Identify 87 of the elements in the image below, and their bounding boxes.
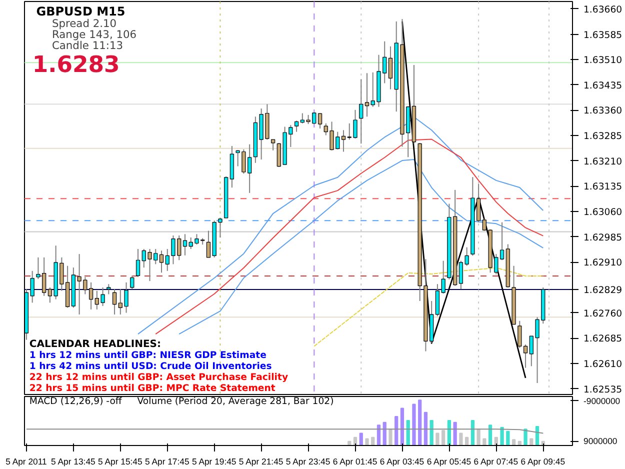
bar: [376, 424, 381, 446]
bar: [506, 430, 510, 446]
candlestick: [359, 78, 364, 144]
bar: [394, 416, 398, 446]
candlestick: [206, 230, 211, 258]
candlestick: [518, 320, 522, 348]
x-tick-label: 5 Apr 13:45: [51, 456, 96, 466]
bar: [524, 428, 528, 446]
y-tick-label: 1.62760: [584, 308, 622, 320]
bar: [406, 420, 410, 446]
bar: [418, 400, 422, 446]
line-series: [178, 159, 544, 335]
annotation: MACD (12,26,9) -off: [29, 396, 122, 408]
candlestick: [294, 120, 299, 132]
x-tick-label: 6 Apr 07:45: [474, 456, 518, 466]
y-tick-label: 1.63435: [584, 80, 622, 92]
x-tick-label: 5 Apr 15:45: [98, 456, 142, 466]
annotation: Candle 11:13: [52, 39, 124, 52]
candlestick: [364, 72, 370, 118]
bar: [388, 428, 392, 446]
candlestick: [182, 234, 188, 256]
candlestick: [388, 46, 393, 90]
bar: [476, 428, 480, 446]
x-tick-label: 6 Apr 01:45: [332, 456, 378, 466]
y-tick-label: 1.62910: [584, 258, 622, 269]
x-tick-label: 6 Apr 09:45: [520, 456, 566, 466]
y-tick-label: 1.63510: [584, 55, 622, 66]
candlestick: [159, 250, 164, 274]
y-tick-label: 1.62610: [584, 358, 622, 370]
x-tick-label: 5 Apr 21:45: [238, 456, 284, 466]
annotation: Spread 2.10: [52, 17, 117, 30]
candlestick: [112, 288, 117, 315]
bar: [400, 408, 404, 446]
y-tick-label: 1.63585: [584, 30, 622, 41]
annotation: GBPUSD M15: [36, 4, 126, 18]
text: -9000000: [584, 396, 620, 406]
bar: [512, 439, 516, 446]
y-tick-label: 1.63135: [584, 182, 622, 193]
bar: [447, 420, 452, 446]
candlestick: [341, 130, 346, 152]
candlestick: [270, 139, 276, 151]
candlestick: [318, 112, 322, 129]
bar: [530, 438, 534, 446]
bar: [482, 438, 486, 446]
annotation: 22 hrs 15 mins until GBP: MPC Rate Statement: [29, 383, 276, 394]
bar: [365, 438, 369, 446]
y-tick-label: 1.62829: [584, 284, 622, 296]
y-tick-label: 1.63060: [584, 207, 622, 218]
text: 9000000: [584, 436, 618, 446]
annotation: 1.6283: [32, 52, 120, 78]
bar: [371, 436, 375, 446]
candlestick: [130, 275, 134, 290]
bar: [412, 404, 416, 446]
annotation: CALENDAR HEADLINES:: [29, 339, 162, 350]
x-tick-label: 5 Apr 19:45: [192, 456, 236, 466]
bar: [430, 420, 434, 446]
y-tick-label: 1.63660: [584, 4, 622, 16]
annotation: Volume (Period 20, Average 281, Bar 102): [137, 396, 334, 408]
y-tick-label: 1.63360: [584, 106, 622, 117]
y-tick-label: 1.62535: [584, 384, 622, 396]
y-tick-label: 1.62985: [584, 232, 622, 244]
x-tick-label: 5 Apr 23:45: [286, 456, 330, 466]
x-tick-label: 6 Apr 05:45: [426, 456, 472, 466]
bar: [464, 436, 469, 446]
y-tick-label: 1.62685: [584, 334, 622, 345]
bar: [535, 426, 540, 446]
candlestick: [136, 248, 140, 278]
x-tick-label: 6 Apr 03:45: [380, 456, 424, 466]
bar: [488, 424, 492, 446]
bar: [453, 422, 457, 446]
bar: [470, 420, 475, 446]
x-tick-label: 5 Apr 2011: [6, 456, 48, 466]
x-tick-label: 5 Apr 17:45: [144, 456, 190, 466]
y-tick-label: 1.63285: [584, 131, 622, 142]
bar: [442, 430, 446, 446]
annotation: 1 hrs 42 mins until USD: Crude Oil Inventories: [29, 361, 272, 372]
bar: [382, 422, 386, 446]
annotation: Range 143, 106: [52, 28, 137, 41]
bar: [459, 432, 463, 446]
bar: [424, 412, 428, 446]
bar: [359, 432, 363, 446]
annotation: 1 hrs 12 mins until GBP: NIESR GDP Estimate: [29, 350, 266, 361]
bar: [436, 432, 440, 446]
y-tick-label: 1.63210: [584, 156, 622, 168]
bar: [500, 426, 504, 446]
annotation: 22 hrs 12 mins until GBP: Asset Purchase Facility: [29, 372, 288, 383]
candlestick: [106, 284, 111, 295]
